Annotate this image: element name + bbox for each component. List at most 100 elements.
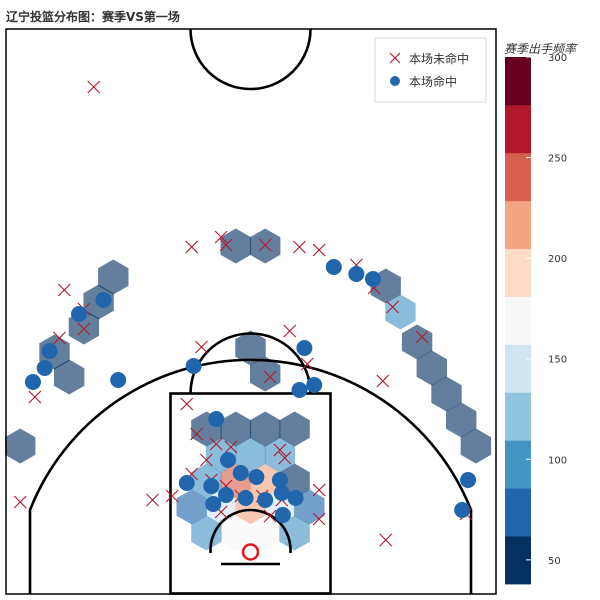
missed-shot-marker: [214, 230, 228, 244]
made-shot-marker: [41, 343, 58, 359]
colorbar-tick-label: 150: [548, 355, 567, 366]
missed-shot-marker: [28, 390, 42, 404]
colorbar-segment: [505, 392, 531, 441]
legend-miss-label: 本场未命中: [409, 51, 469, 66]
made-shot-marker: [454, 502, 471, 518]
colorbar-segment: [505, 152, 531, 202]
hexbin-cell: [279, 411, 310, 447]
hoop-rim: [241, 543, 260, 561]
missed-shot-marker: [376, 374, 390, 388]
missed-shot-marker: [263, 370, 277, 384]
legend-make-label: 本场命中: [409, 74, 457, 89]
made-shot-marker: [271, 472, 288, 488]
missed-shot-marker: [415, 330, 429, 344]
missed-shot-marker: [312, 483, 326, 497]
made-shot-marker: [237, 490, 254, 506]
missed-shot-marker: [293, 240, 306, 254]
missed-shot-marker: [278, 451, 292, 465]
missed-shot-marker: [165, 489, 179, 503]
made-shot-marker: [205, 496, 222, 512]
missed-shot-marker: [386, 300, 399, 314]
missed-shot-marker: [273, 443, 287, 457]
made-shot-marker: [257, 492, 274, 508]
missed-shot-marker: [209, 437, 223, 451]
hexbin-cell: [235, 330, 266, 366]
missed-shot-marker: [195, 340, 208, 354]
restricted-area: [209, 508, 292, 553]
colorbar-segment: [505, 344, 531, 393]
missed-shot-marker: [379, 533, 393, 547]
made-shot-marker: [365, 271, 381, 287]
hexbin-cell: [250, 356, 281, 392]
made-shot-marker: [460, 472, 477, 488]
colorbar-segment: [505, 248, 531, 297]
colorbar-segment: [505, 296, 531, 345]
hexbin-cell: [191, 515, 222, 551]
three-point-arc: [28, 358, 473, 594]
hexbin-cell: [220, 411, 251, 447]
legend-make-marker: [390, 76, 400, 86]
legend-miss-marker: [389, 52, 401, 64]
made-shot-marker: [348, 266, 365, 282]
made-shots: [24, 259, 477, 523]
colorbar-title: 赛季出手频率: [504, 42, 578, 56]
hexbin-cell: [54, 359, 85, 395]
colorbar-segment: [505, 57, 531, 106]
missed-shot-marker: [57, 283, 71, 297]
hexbin-cell: [264, 437, 296, 473]
made-shot-marker: [110, 372, 127, 388]
hexbin-cell: [5, 428, 36, 464]
hexbin-cell: [446, 402, 477, 438]
hexbin-cell: [431, 376, 462, 412]
missed-shot-marker: [53, 331, 66, 345]
colorbar-gradient: [505, 57, 531, 585]
missed-shot-marker: [87, 80, 101, 94]
legend: 本场未命中 本场命中: [374, 37, 487, 103]
hexbin-cell: [176, 489, 207, 525]
colorbar-tick-label: 200: [548, 254, 567, 265]
colorbar-segment: [505, 200, 531, 250]
hexbin-cell: [220, 515, 251, 551]
missed-shot-marker: [312, 243, 326, 257]
made-shot-marker: [273, 485, 290, 501]
made-shot-marker: [95, 292, 112, 308]
hexbin-cell: [98, 259, 129, 295]
missed-shot-marker: [77, 322, 91, 336]
center-circle: [189, 28, 312, 91]
made-shot-marker: [296, 340, 313, 356]
missed-shot-marker: [283, 324, 297, 338]
made-shot-marker: [291, 382, 308, 398]
missed-shot-marker: [258, 238, 272, 252]
missed-shot-marker: [312, 512, 326, 526]
colorbar: 赛季出手频率 50 100 150 200 250 300: [504, 42, 578, 585]
hexbin-cell: [279, 515, 310, 551]
made-shot-marker: [24, 374, 41, 390]
hexbin-cell: [250, 515, 281, 551]
made-shot-marker: [208, 411, 225, 427]
colorbar-segment: [505, 440, 531, 489]
made-shot-marker: [203, 478, 220, 494]
made-shot-marker: [232, 465, 249, 481]
missed-shot-marker: [219, 238, 233, 252]
made-shot-marker: [287, 490, 304, 506]
hexbin-cell: [385, 294, 416, 330]
missed-shot-marker: [200, 453, 213, 467]
made-shot-marker: [218, 487, 234, 503]
colorbar-segment: [505, 104, 531, 154]
made-shot-marker: [325, 259, 342, 275]
colorbar-tick-label: 300: [548, 53, 567, 64]
made-shot-marker: [274, 507, 291, 523]
made-shot-marker: [306, 377, 323, 393]
colorbar-tick-label: 250: [548, 154, 567, 165]
made-shot-marker: [219, 452, 236, 468]
missed-shot-marker: [146, 493, 159, 507]
missed-shots: [13, 80, 473, 547]
hexbin-cell: [250, 411, 281, 447]
colorbar-tick-label: 100: [548, 455, 567, 466]
made-shot-marker: [71, 306, 87, 322]
missed-shot-marker: [300, 357, 314, 371]
colorbar-ticks: 50 100 150 200 250 300: [526, 53, 567, 567]
legend-box: [374, 37, 487, 103]
missed-shot-marker: [13, 495, 27, 509]
hexbin-cell: [235, 437, 266, 473]
